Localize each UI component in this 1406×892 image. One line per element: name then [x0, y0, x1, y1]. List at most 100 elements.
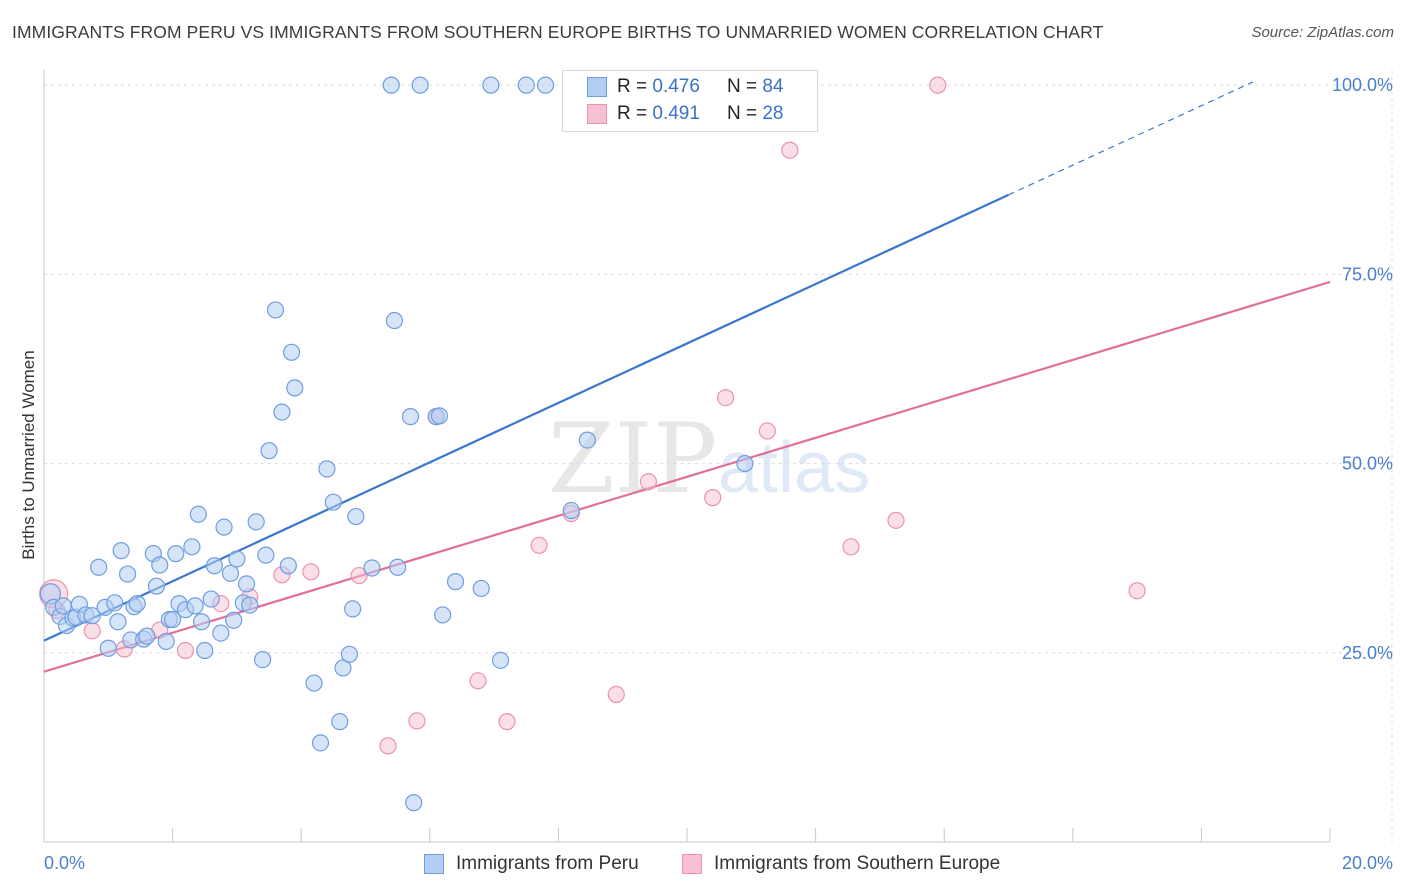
- data-point-peru: [215, 518, 233, 536]
- legend-r-value-southern-europe: 0.491: [652, 103, 700, 124]
- data-point-peru: [266, 301, 285, 319]
- bottom-legend-swatch-southern-europe: [682, 854, 702, 874]
- data-point-peru: [254, 650, 272, 669]
- legend-n-value-peru: 84: [762, 76, 784, 97]
- data-point-southern-europe: [408, 712, 426, 730]
- data-point-peru: [385, 311, 404, 330]
- data-point-peru: [430, 407, 449, 425]
- data-point-peru: [578, 431, 596, 449]
- data-point-peru: [331, 713, 349, 731]
- data-point-peru: [536, 76, 555, 94]
- data-point-peru: [247, 513, 265, 531]
- data-point-peru: [138, 627, 156, 645]
- data-point-peru: [324, 493, 342, 511]
- tick-labels: 25.0% 50.0% 75.0% 100.0% 0.0% 20.0%: [44, 75, 1393, 873]
- data-point-southern-europe: [83, 622, 101, 640]
- data-point-peru: [164, 610, 182, 629]
- data-point-peru: [382, 76, 400, 94]
- trend-lines: [43, 81, 1331, 673]
- bottom-legend-swatch-peru: [424, 854, 444, 874]
- legend-r-value-peru: 0.476: [652, 76, 700, 97]
- data-point-southern-europe: [704, 489, 722, 507]
- trend-line-peru-extension: [1008, 81, 1254, 196]
- data-point-southern-europe: [887, 511, 905, 529]
- data-point-southern-europe: [176, 641, 195, 660]
- data-point-peru: [90, 558, 108, 576]
- data-point-peru: [186, 597, 204, 615]
- bottom-legend-label-peru: Immigrants from Peru: [456, 853, 639, 874]
- data-point-peru: [257, 546, 275, 564]
- data-point-southern-europe: [350, 566, 368, 585]
- data-point-southern-europe: [639, 473, 658, 491]
- data-point-peru: [305, 674, 323, 692]
- data-point-peru: [736, 454, 754, 473]
- data-point-peru: [517, 76, 535, 94]
- data-point-peru: [562, 501, 580, 520]
- trend-line-southern-europe: [43, 280, 1331, 673]
- data-point-peru: [157, 632, 175, 651]
- data-point-southern-europe: [607, 685, 625, 704]
- data-point-southern-europe: [781, 141, 799, 159]
- data-point-peru: [405, 794, 423, 812]
- legend-n-label-peru: N =: [726, 76, 758, 97]
- data-point-peru: [340, 645, 359, 663]
- series-peru-points: [39, 76, 754, 812]
- data-point-peru: [167, 545, 185, 563]
- data-point-southern-europe: [302, 563, 320, 581]
- axes: [43, 70, 1331, 843]
- data-point-southern-europe: [469, 672, 487, 690]
- data-point-peru: [472, 579, 490, 598]
- data-point-peru: [228, 550, 246, 568]
- data-point-peru: [237, 575, 256, 593]
- legend-r-label-southern-europe: R =: [617, 103, 648, 124]
- legend-row-peru: R = 0.476 N = 84: [587, 74, 783, 100]
- data-point-southern-europe: [929, 76, 947, 94]
- legend-row-southern-europe: R = 0.491 N = 28: [587, 101, 783, 127]
- trend-line-peru: [43, 193, 1009, 642]
- data-point-southern-europe: [498, 713, 516, 731]
- data-point-peru: [147, 577, 166, 595]
- legend-n-label-southern-europe: N =: [726, 103, 758, 124]
- data-point-peru: [344, 600, 362, 618]
- data-point-peru: [192, 613, 211, 631]
- source-label: Source: ZipAtlas.com: [1251, 24, 1394, 41]
- data-point-peru: [491, 651, 510, 669]
- data-point-peru: [212, 624, 230, 642]
- data-point-peru: [389, 558, 407, 576]
- y-tick-label: 75.0%: [1342, 264, 1393, 284]
- legend-swatch-southern-europe: [587, 104, 607, 124]
- data-point-peru: [482, 76, 500, 94]
- y-tick-label: 100.0%: [1332, 75, 1393, 95]
- chart-title: IMMIGRANTS FROM PERU VS IMMIGRANTS FROM …: [12, 22, 1104, 42]
- data-point-peru: [347, 507, 365, 526]
- watermark-zip: ZIP: [548, 403, 717, 515]
- data-point-peru: [183, 538, 201, 556]
- data-point-peru: [99, 639, 117, 657]
- data-point-peru: [311, 734, 330, 752]
- x-tick-label: 0.0%: [44, 853, 85, 873]
- data-point-peru: [318, 460, 336, 478]
- data-point-peru: [260, 442, 278, 460]
- data-point-peru: [202, 590, 220, 608]
- data-point-southern-europe: [379, 737, 397, 755]
- data-point-peru: [225, 611, 243, 629]
- data-point-peru: [128, 594, 146, 613]
- bottom-legend-southern-europe: Immigrants from Southern Europe: [682, 851, 1000, 877]
- data-point-peru: [83, 607, 101, 625]
- data-point-peru: [411, 76, 429, 94]
- bottom-legend-peru: Immigrants from Peru: [424, 851, 639, 877]
- x-tick-label: 20.0%: [1342, 853, 1393, 873]
- data-point-peru: [434, 606, 452, 624]
- legend-swatch-peru: [587, 77, 607, 97]
- data-point-peru: [189, 505, 207, 523]
- correlation-legend: R = 0.476 N = 84 R = 0.491 N = 28: [562, 70, 818, 132]
- data-point-southern-europe: [530, 536, 548, 554]
- data-point-peru: [401, 408, 420, 426]
- legend-r-label-peru: R =: [617, 76, 648, 97]
- data-point-peru: [279, 557, 297, 575]
- data-point-peru: [241, 596, 259, 614]
- data-point-southern-europe: [1128, 582, 1146, 600]
- y-axis-label: Births to Unmarried Women: [19, 350, 38, 559]
- bottom-legend-label-southern-europe: Immigrants from Southern Europe: [714, 853, 1001, 874]
